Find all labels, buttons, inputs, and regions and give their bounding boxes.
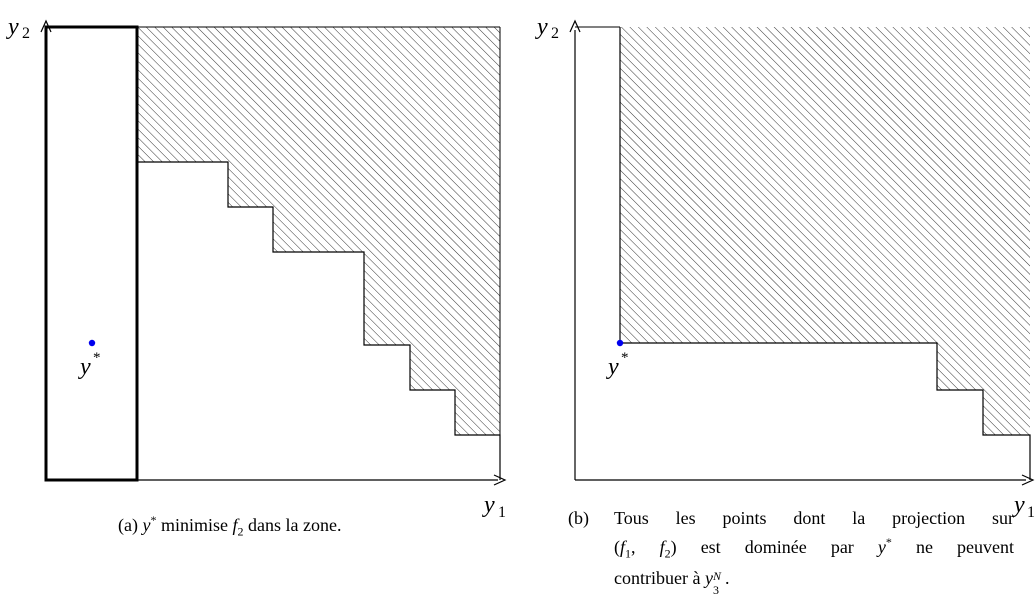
caption-b-yn-sup: N xyxy=(712,568,721,583)
panel-a: y 2 y 1 y * xyxy=(6,14,507,521)
caption-b-point: y xyxy=(877,537,886,557)
caption-a-f-sub: 2 xyxy=(237,524,244,539)
point-label-sup-b: * xyxy=(621,350,629,366)
caption-b-line2: (f1, f2) est dominée par y* ne peuvent xyxy=(614,535,1015,561)
caption-b-mid: est dominée par xyxy=(700,537,854,557)
caption-a-tag: (a) xyxy=(118,515,138,535)
x-axis-sub-b: 1 xyxy=(1027,504,1035,521)
caption-b-f2: f xyxy=(659,537,665,557)
caption-b-line3-text: contribuer à xyxy=(614,567,701,588)
staircase-boundary-b xyxy=(619,27,1031,480)
caption-b-end2: ne peuvent xyxy=(915,537,1015,557)
panel-b: y 2 y 1 y * xyxy=(535,14,1035,521)
y-axis-label-a: y xyxy=(6,14,19,40)
caption-b-body: Tous les points dont la projection sur (… xyxy=(614,506,1015,597)
x-axis-arrow-a xyxy=(493,474,507,486)
caption-a-point-sup: * xyxy=(150,513,157,527)
point-label-a: y xyxy=(78,354,91,380)
caption-b-tag: (b) xyxy=(568,508,589,528)
y-axis-arrow-a xyxy=(40,19,52,33)
y-axis-sub-b: 2 xyxy=(551,25,559,42)
hatched-dominated-region-a xyxy=(137,27,500,435)
point-y-star-a xyxy=(88,339,96,347)
x-axis-sub-a: 1 xyxy=(498,504,506,521)
y-axis-sub-a: 2 xyxy=(22,25,30,42)
caption-a: (a) y* minimise f2 dans la zone. xyxy=(118,508,458,544)
hatched-dominated-region-b xyxy=(620,27,1030,435)
staircase-boundary-a xyxy=(137,161,501,480)
caption-b-f1: f xyxy=(620,537,626,557)
point-label-sup-a: * xyxy=(93,350,101,366)
point-y-star-b xyxy=(616,339,624,347)
caption-a-f: f xyxy=(232,515,238,535)
caption-a-point: y xyxy=(142,515,151,535)
caption-b-f2-sub: 2 xyxy=(664,546,671,561)
y-axis-arrow-b xyxy=(569,19,581,33)
caption-b-line1: Tous les points dont la projection sur xyxy=(614,508,1014,528)
caption-b-yn: y xyxy=(704,567,713,588)
x-axis-arrow-b xyxy=(1021,474,1035,486)
caption-b-point-sup: * xyxy=(885,535,892,549)
point-label-b: y xyxy=(606,354,619,380)
caption-a-verb: minimise xyxy=(160,515,228,535)
x-axis-label-a: y xyxy=(482,492,495,518)
x-axis-label-b: y xyxy=(1012,492,1025,518)
caption-b-yn-sub: 3 xyxy=(712,582,719,597)
caption-a-rest: dans la zone. xyxy=(248,515,342,535)
caption-b-f1-sub: 1 xyxy=(625,546,632,561)
selected-zone-a xyxy=(44,25,139,482)
y-axis-label-b: y xyxy=(535,14,548,40)
